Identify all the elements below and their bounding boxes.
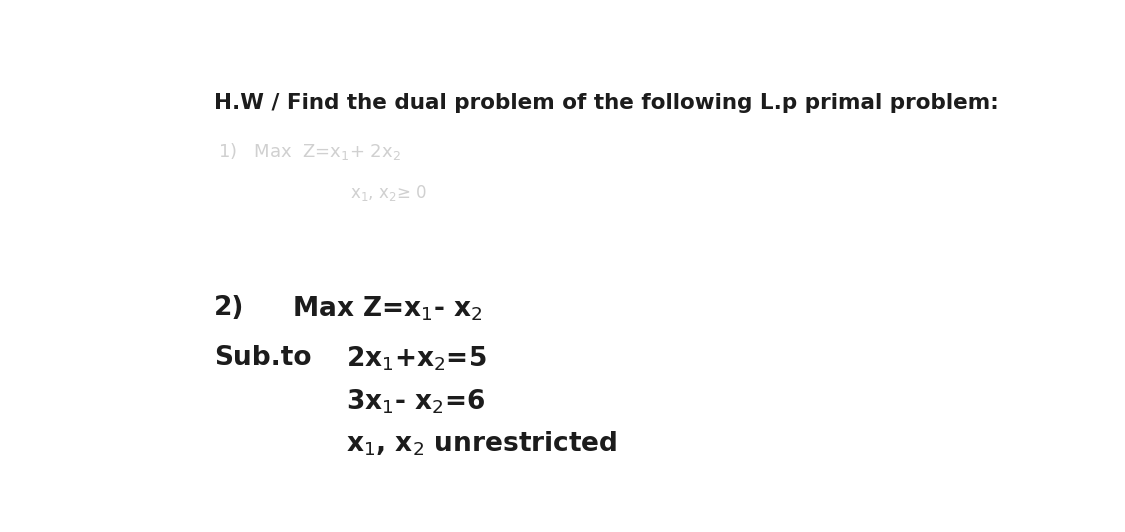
Text: x$_1$, x$_2$≥ 0: x$_1$, x$_2$≥ 0 [350, 183, 428, 203]
Text: Max Z=x$_1$- x$_2$: Max Z=x$_1$- x$_2$ [291, 295, 483, 323]
Text: Sub.to: Sub.to [214, 345, 312, 371]
Text: 2): 2) [214, 295, 244, 321]
Text: 1)   Max  Z=x$_1$+ 2x$_2$: 1) Max Z=x$_1$+ 2x$_2$ [218, 141, 400, 162]
Text: H.W / Find the dual problem of the following L.p primal problem:: H.W / Find the dual problem of the follo… [214, 93, 999, 113]
Text: x$_1$, x$_2$ unrestricted: x$_1$, x$_2$ unrestricted [346, 430, 618, 458]
Text: 2x$_1$+x$_2$=5: 2x$_1$+x$_2$=5 [346, 345, 487, 373]
Text: 3x$_1$- x$_2$=6: 3x$_1$- x$_2$=6 [346, 387, 485, 415]
